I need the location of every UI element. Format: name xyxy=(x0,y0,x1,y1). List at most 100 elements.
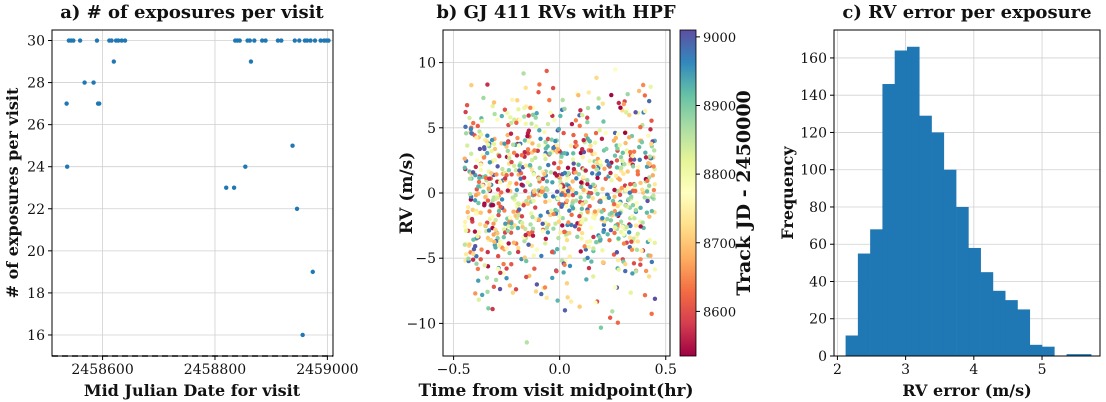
panel-b-point xyxy=(598,199,603,205)
panel-b-point xyxy=(502,141,507,146)
panel-b-point xyxy=(579,236,584,241)
panel-b-point xyxy=(503,221,508,226)
panel-b-point xyxy=(647,214,652,219)
panel-b-point xyxy=(529,157,535,163)
panel-b-point xyxy=(633,188,638,194)
panel-b-point xyxy=(490,306,495,312)
panel-b-point xyxy=(571,166,577,172)
panel-b-point xyxy=(621,241,627,246)
panel-b-point xyxy=(511,150,517,156)
panel-c-bar xyxy=(857,253,871,356)
panel-b-point xyxy=(477,146,483,152)
panel-b-point xyxy=(570,157,576,162)
panel-b-point xyxy=(646,98,652,104)
panel-b-point xyxy=(478,167,484,173)
panel-c-title: c) RV error per exposure xyxy=(842,2,1091,23)
panel-b-point xyxy=(623,140,628,146)
panel-b-title: b) GJ 411 RVs with HPF xyxy=(436,2,676,23)
panel-b-point xyxy=(488,237,494,243)
panel-a-point xyxy=(109,38,114,43)
panel-b-point xyxy=(646,133,651,138)
panel-c-bar xyxy=(919,115,932,356)
panel-b-point xyxy=(558,159,563,165)
panel-b-point xyxy=(467,115,472,121)
panel-a-xtick-label: 2458600 xyxy=(71,362,133,378)
panel-b-point xyxy=(530,112,536,118)
panel-b-point xyxy=(628,290,633,295)
panel-c-ytick-label: 80 xyxy=(809,200,827,216)
panel-b-xlabel: Time from visit midpoint(hr) xyxy=(418,381,693,401)
panel-b-point xyxy=(593,239,599,245)
panel-b-point xyxy=(540,185,545,191)
panel-b-point xyxy=(601,119,606,124)
panel-b-point xyxy=(530,141,535,146)
panel-b-point xyxy=(479,247,484,252)
panel-b-point xyxy=(648,84,653,90)
panel-b-point xyxy=(496,201,501,206)
panel-b-point xyxy=(462,165,467,170)
panel-b-point xyxy=(579,180,584,185)
panel-b-point xyxy=(583,133,589,138)
panel-b-point xyxy=(585,120,590,125)
panel-b-point xyxy=(612,187,617,193)
panel-b-point xyxy=(485,82,490,87)
panel-b-point xyxy=(523,232,528,238)
panel-b-point xyxy=(605,232,610,237)
panel-b-point xyxy=(585,115,590,120)
panel-b-point xyxy=(609,92,614,98)
panel-b-point xyxy=(521,71,526,76)
panel-b-point xyxy=(543,156,548,162)
panel-b-point xyxy=(645,178,650,184)
panel-b-point xyxy=(496,212,501,218)
panel-b-point xyxy=(485,133,490,138)
panel-b-point xyxy=(615,131,621,137)
panel-b-point xyxy=(523,121,528,127)
panel-b-ytick-label: 5 xyxy=(427,121,436,137)
colorbar-tick-label: 8700 xyxy=(703,237,736,252)
panel-b-point xyxy=(565,295,570,300)
panel-b-point xyxy=(548,170,554,175)
panel-b-point xyxy=(511,163,517,169)
panel-b-point xyxy=(508,215,513,220)
panel-b-point xyxy=(633,207,639,213)
panel-b-point xyxy=(487,160,493,165)
panel-b-point xyxy=(549,137,554,142)
panel-b-point xyxy=(630,202,636,208)
panel-b-point xyxy=(567,254,572,259)
panel-b-point xyxy=(473,193,479,198)
panel-b-point xyxy=(643,155,649,160)
panel-b-point xyxy=(614,158,620,163)
panel-b-point xyxy=(473,291,478,296)
panel-b-point xyxy=(483,223,488,228)
panel-b-point xyxy=(552,117,557,123)
panel-b-point xyxy=(530,233,536,238)
panel-b-point xyxy=(588,184,593,190)
panel-b-point xyxy=(622,130,628,135)
colorbar xyxy=(679,29,697,357)
panel-b-point xyxy=(556,165,561,171)
panel-b-point xyxy=(597,238,603,243)
panel-b-point xyxy=(474,254,479,259)
panel-a-point xyxy=(310,269,315,275)
panel-b-point xyxy=(576,227,582,232)
panel-b-point xyxy=(592,140,598,145)
panel-b: −0.5 0.0 0.5 −10 −5 0 5 10 b) GJ 411 RVs with H… xyxy=(397,2,755,401)
panel-b-point xyxy=(577,123,582,128)
panel-b-point xyxy=(593,300,598,305)
panel-b-point xyxy=(649,141,654,147)
panel-b-point xyxy=(465,205,471,210)
panel-b-point xyxy=(615,320,621,325)
panel-b-point xyxy=(517,117,523,123)
panel-b-point xyxy=(491,195,496,200)
panel-b-point xyxy=(481,155,487,160)
colorbar-tick-label: 8800 xyxy=(703,168,736,183)
panel-b-point xyxy=(623,261,628,267)
panel-b-point xyxy=(505,140,511,145)
panel-b-point xyxy=(588,225,594,230)
panel-b-point xyxy=(611,138,617,143)
panel-b-point xyxy=(545,121,551,127)
panel-a-point xyxy=(116,38,121,43)
panel-a-point xyxy=(294,206,300,211)
panel-b-point xyxy=(496,208,502,214)
panel-b-point xyxy=(505,132,510,138)
